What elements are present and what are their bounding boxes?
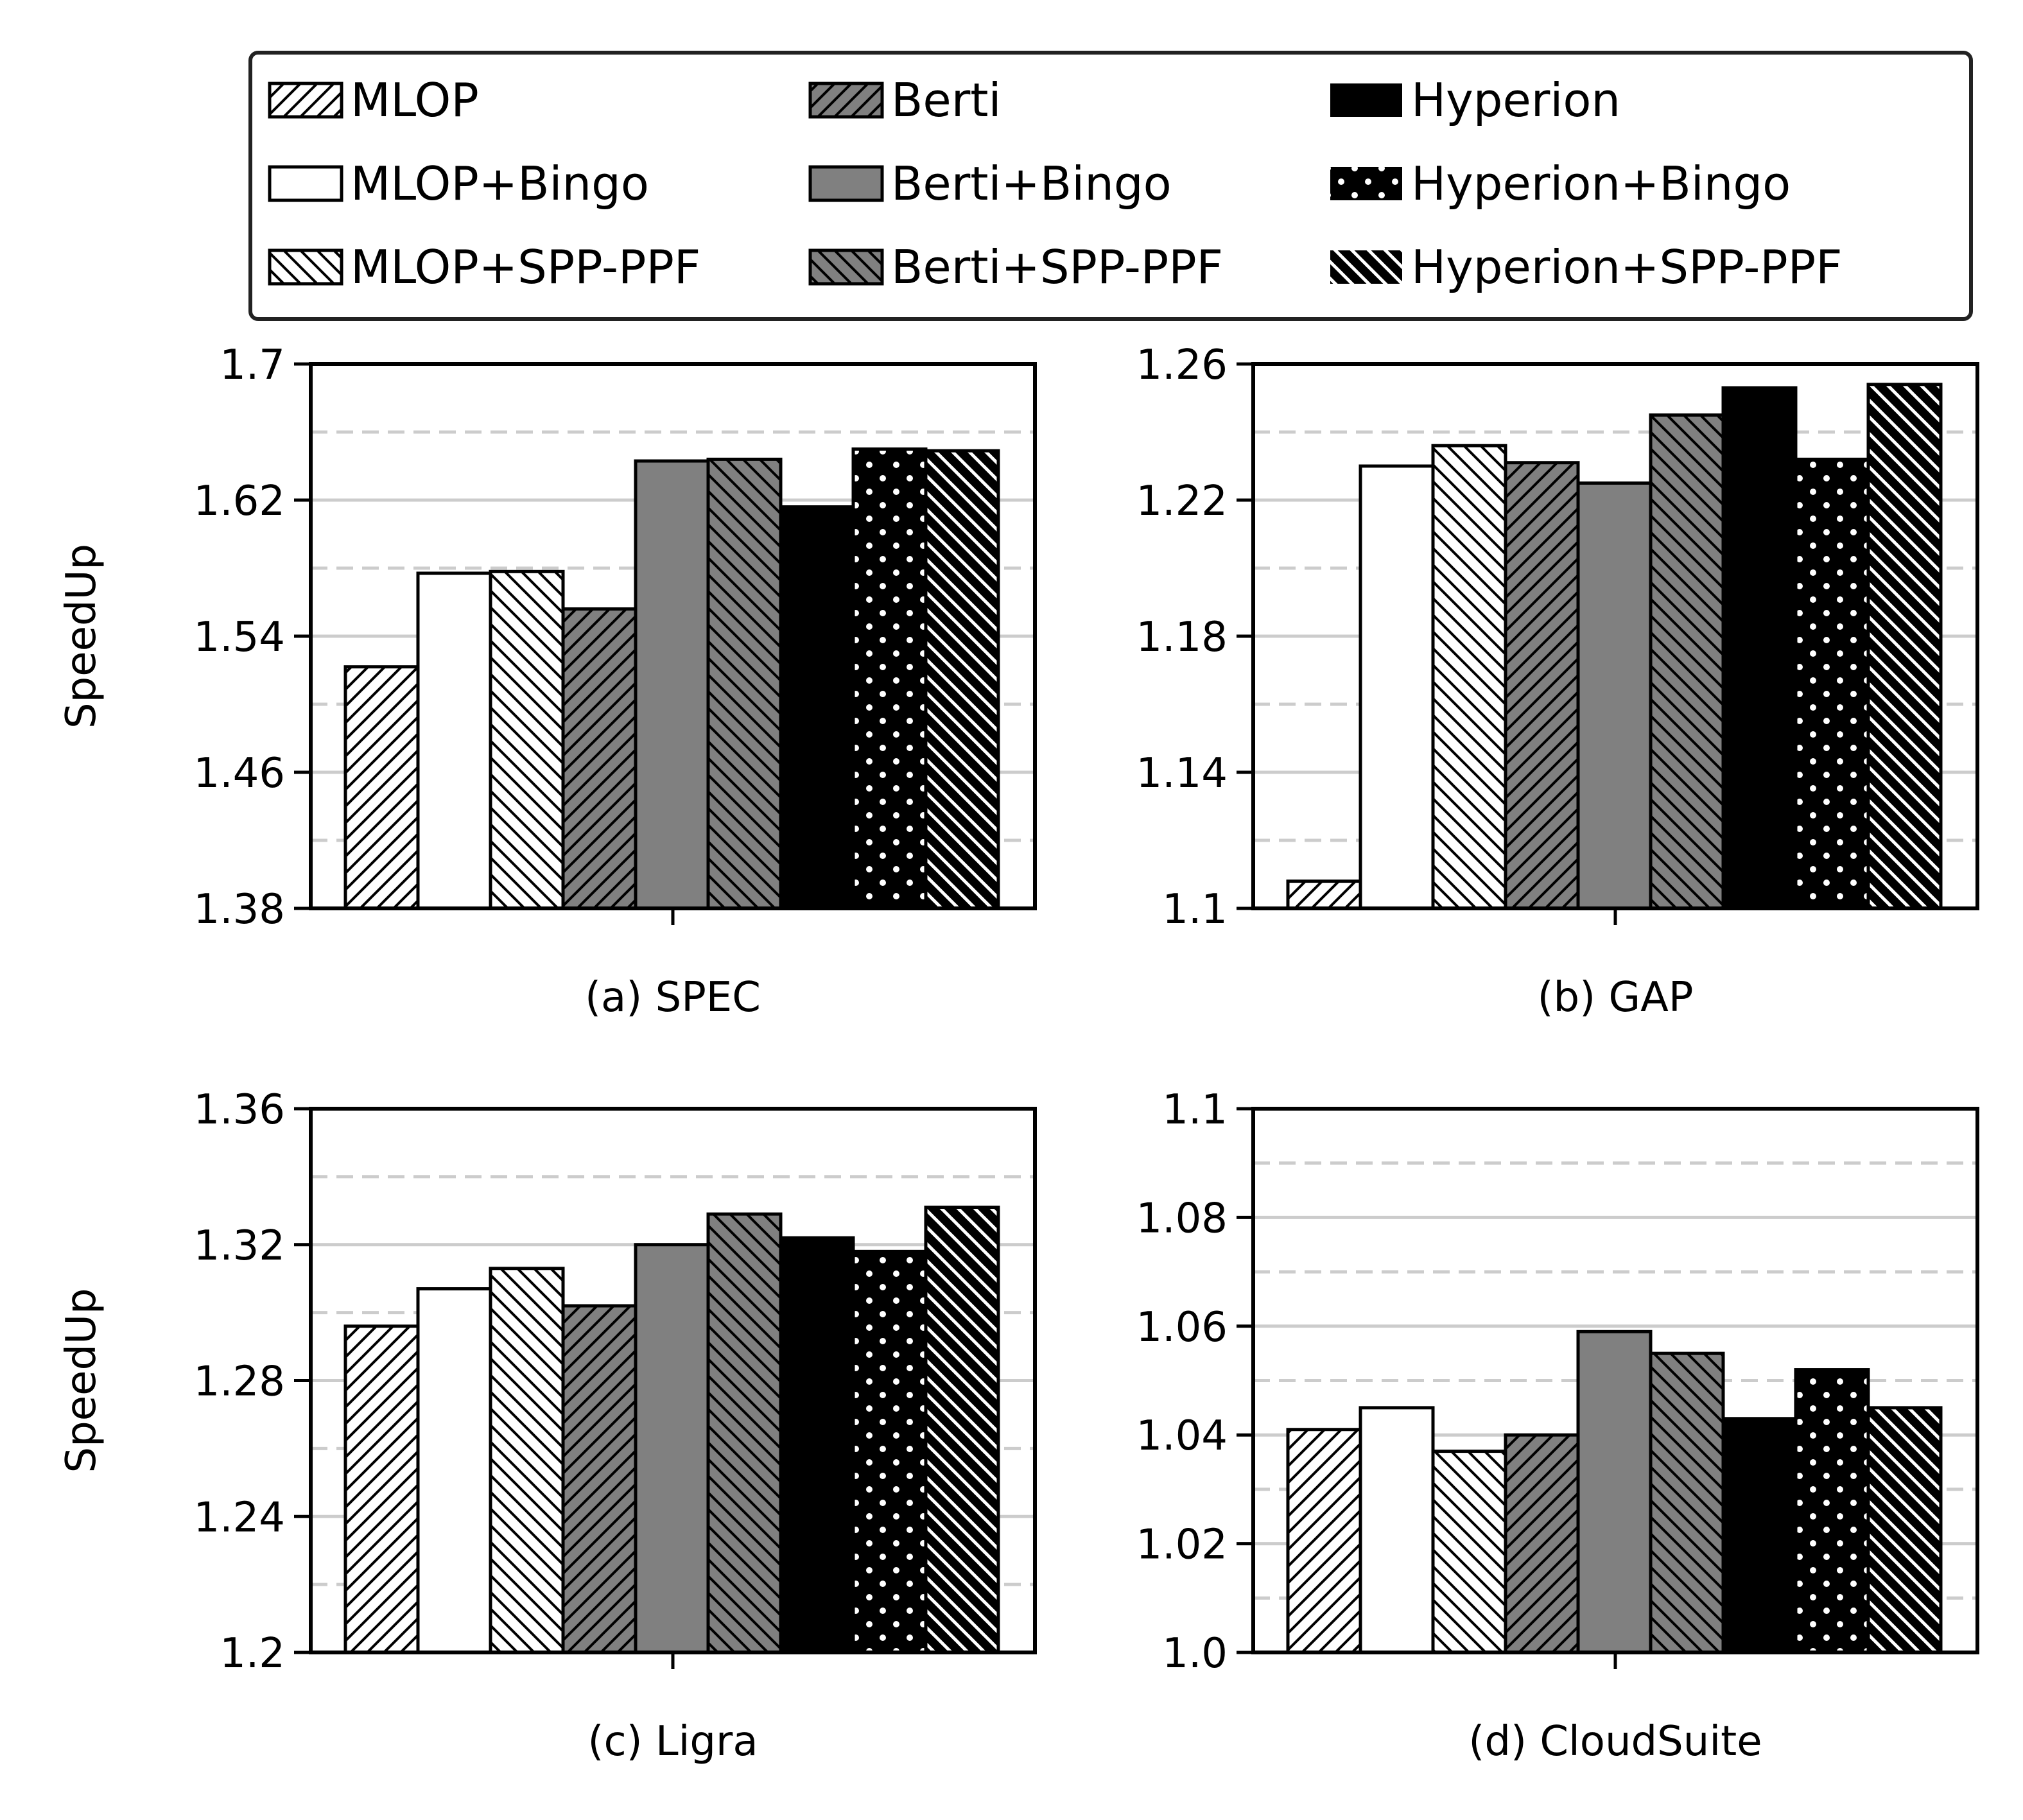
bar-mlop-spp-ppf — [489, 1267, 565, 1654]
bar-mlop-spp-ppf — [489, 569, 565, 910]
y-tick-label: 1.2 — [220, 1630, 285, 1677]
bar-hyperion — [779, 505, 855, 910]
legend-label-hyp-spp: Hyperion+SPP-PPF — [1411, 240, 1843, 294]
bar-hyperion-bingo — [1794, 1368, 1870, 1654]
bar-hyperion — [779, 1236, 855, 1654]
legend-label-berti: Berti — [891, 73, 1002, 127]
y-tick-label: 1.54 — [194, 614, 286, 661]
y-axis-label: SpeedUp — [58, 1288, 105, 1473]
bar-hyperion-spp-ppf — [1866, 383, 1943, 910]
y-tick-label: 1.08 — [1136, 1195, 1228, 1242]
bar-mlop-spp-ppf — [1431, 444, 1507, 910]
legend-label-berti-bingo: Berti+Bingo — [891, 157, 1172, 211]
bar-hyperion-bingo — [1794, 457, 1870, 910]
bar-mlop-bingo — [1359, 464, 1435, 910]
y-tick-label: 1.32 — [194, 1222, 286, 1270]
y-tick-label: 1.7 — [220, 342, 285, 389]
y-tick-label: 1.06 — [1136, 1304, 1228, 1351]
bar-mlop-bingo — [416, 1287, 492, 1654]
chart-panel-3: 1.2 1.24 1.28 1.32 1.36 (c) Ligra SpeedUp — [58, 1086, 1037, 1765]
bar-hyperion-spp-ppf — [924, 1206, 1000, 1654]
y-tick-label: 1.14 — [1136, 750, 1228, 797]
bar-berti-spp-ppf — [706, 1212, 783, 1654]
legend-frame — [248, 51, 1973, 321]
y-tick-label: 1.1 — [1162, 886, 1228, 933]
chart-panel-2: 1.1 1.14 1.18 1.22 1.26 (b) GAP — [1136, 342, 1979, 1021]
legend-items: MLOP Berti Hyperion MLOP+Bingo Berti+Bingo Hy… — [268, 73, 1843, 294]
y-tick-label: 1.0 — [1162, 1630, 1228, 1677]
legend-swatch-hyp-spp — [1330, 250, 1402, 284]
bar-berti-bingo — [1576, 1330, 1653, 1654]
legend-label-hyp: Hyperion — [1411, 73, 1620, 127]
y-tick-label: 1.22 — [1136, 478, 1228, 525]
y-tick-label: 1.24 — [194, 1494, 286, 1541]
bar-berti-spp-ppf — [706, 457, 783, 910]
bar-hyperion-spp-ppf — [924, 449, 1000, 910]
y-tick-label: 1.1 — [1162, 1086, 1228, 1134]
y-tick-label: 1.28 — [194, 1358, 286, 1406]
bar-mlop-bingo — [1359, 1406, 1435, 1654]
y-tick-label: 1.26 — [1136, 342, 1228, 389]
legend-swatch-mlop-bingo — [268, 165, 343, 202]
legend-swatch-hyp — [1330, 83, 1402, 117]
y-tick-label: 1.46 — [194, 750, 286, 797]
bar-berti — [1504, 1433, 1580, 1654]
bar-mlop — [343, 1324, 420, 1654]
bar-hyperion-bingo — [851, 447, 928, 910]
y-tick-label: 1.38 — [194, 886, 286, 933]
y-tick-label: 1.02 — [1136, 1521, 1228, 1569]
legend-label-mlop: MLOP — [351, 73, 479, 127]
bar-mlop — [1286, 880, 1362, 910]
y-tick-label: 1.36 — [194, 1086, 286, 1134]
bar-berti-spp-ppf — [1649, 413, 1725, 910]
legend-swatch-mlop-spp — [268, 248, 343, 286]
y-axis-label: SpeedUp — [58, 544, 105, 729]
legend-swatch-hyp-bingo — [1330, 167, 1402, 200]
bar-berti-spp-ppf — [1649, 1351, 1725, 1654]
bar-hyperion-bingo — [851, 1249, 928, 1654]
legend-label-mlop-spp: MLOP+SPP-PPF — [351, 240, 700, 294]
bar-mlop — [343, 665, 420, 910]
bar-mlop-bingo — [416, 571, 492, 910]
bar-mlop-spp-ppf — [1431, 1450, 1507, 1654]
y-tick-label: 1.04 — [1136, 1412, 1228, 1460]
legend: MLOP Berti Hyperion MLOP+Bingo Berti+Bingo Hy… — [248, 51, 1973, 321]
bar-berti-bingo — [634, 1243, 710, 1654]
bar-hyperion — [1721, 386, 1798, 910]
bar-hyperion — [1721, 1417, 1798, 1654]
legend-label-berti-spp: Berti+SPP-PPF — [891, 240, 1223, 294]
y-tick-label: 1.18 — [1136, 614, 1228, 661]
x-axis-label: (a) SPEC — [585, 974, 761, 1021]
y-tick-label: 1.62 — [194, 478, 286, 525]
legend-label-hyp-bingo: Hyperion+Bingo — [1411, 157, 1791, 211]
chart-panel-4: 1.0 1.02 1.04 1.06 1.08 1.1 (d) CloudSuite — [1136, 1086, 1979, 1765]
bar-hyperion-spp-ppf — [1866, 1406, 1943, 1654]
legend-label-mlop-bingo: MLOP+Bingo — [351, 157, 649, 211]
x-axis-label: (b) GAP — [1538, 974, 1694, 1021]
bar-berti — [561, 607, 638, 910]
bar-berti-bingo — [634, 459, 710, 910]
bar-mlop — [1286, 1428, 1362, 1654]
x-axis-label: (d) CloudSuite — [1468, 1718, 1762, 1765]
bar-berti — [561, 1304, 638, 1654]
legend-swatch-berti-spp — [808, 248, 884, 286]
x-axis-label: (c) Ligra — [587, 1718, 758, 1765]
chart-panels: 1.381.461.541.621.7(a) SPECSpeedUp1.11.1… — [58, 342, 1979, 1765]
legend-swatch-berti-bingo — [808, 165, 884, 202]
legend-swatch-berti — [808, 82, 884, 119]
bar-berti — [1504, 461, 1580, 910]
bar-berti-bingo — [1576, 481, 1653, 910]
chart-panel-1: 1.38 1.46 1.54 1.62 1.7 (a) SPEC SpeedUp — [58, 342, 1037, 1021]
legend-swatch-mlop — [268, 82, 343, 119]
